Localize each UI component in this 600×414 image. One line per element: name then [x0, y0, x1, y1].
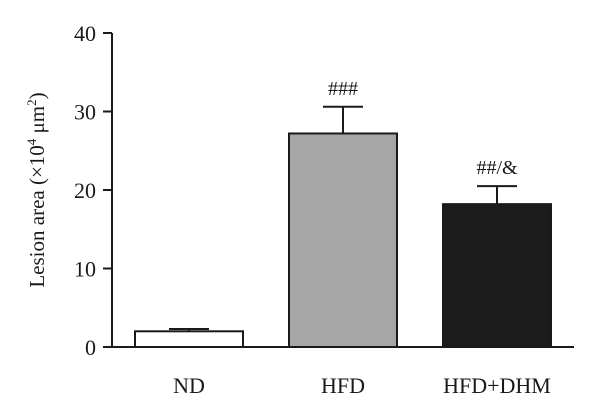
bars: ### ##/&: [134, 78, 552, 348]
x-tick-label-2: HFD+DHM: [443, 373, 551, 398]
y-axis: 0 10 20 30 40: [74, 21, 113, 360]
bar-1: [288, 132, 398, 348]
bar-0: [134, 330, 244, 348]
bar-2: [442, 203, 552, 348]
y-tick-label-0: 0: [85, 335, 96, 360]
x-tick-label-1: HFD: [321, 373, 365, 398]
y-tick-label-4: 40: [74, 21, 96, 46]
y-tick-label-2: 20: [74, 178, 96, 203]
significance-label-1: ###: [328, 78, 358, 100]
y-axis-label: Lesion area (×104 μm2): [24, 92, 49, 287]
y-tick-label-3: 30: [74, 100, 96, 125]
x-axis: ND HFD HFD+DHM: [112, 346, 574, 398]
significance-label-2: ##/&: [476, 157, 518, 179]
y-tick-label-1: 10: [74, 257, 96, 282]
x-tick-label-0: ND: [173, 373, 205, 398]
